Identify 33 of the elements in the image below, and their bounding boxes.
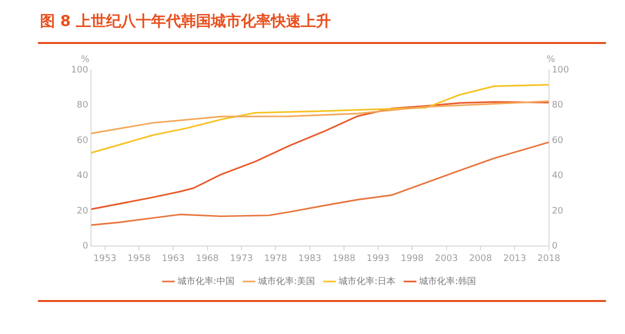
x-tick-label: 2008 — [469, 254, 492, 264]
legend-label: 城市化率:韩国 — [418, 276, 476, 287]
x-tick-label: 1983 — [298, 254, 322, 264]
x-tick-label: 2013 — [503, 254, 526, 264]
x-tick-label: 1993 — [366, 254, 390, 264]
x-tick-label: 1978 — [264, 254, 288, 264]
x-tick-label: 1953 — [93, 254, 116, 264]
y2-tick-label: 0 — [552, 242, 558, 252]
y-tick-label: 20 — [76, 206, 88, 216]
x-tick-label: 2018 — [537, 254, 561, 264]
y2-tick-label: 60 — [552, 136, 564, 146]
legend-label: 城市化率:日本 — [338, 276, 396, 287]
y-tick-label: 80 — [76, 100, 88, 111]
y-tick-label: 0 — [82, 242, 88, 252]
y-axis-title: % — [80, 54, 90, 65]
chart-title: 图 8 上世纪八十年代韩国城市化率快速上升 — [40, 12, 331, 31]
y2-tick-label: 100 — [552, 65, 570, 76]
x-tick-label: 1998 — [400, 254, 424, 264]
y2-axis-title: % — [546, 54, 556, 65]
x-tick-label: 2003 — [434, 254, 458, 264]
y-tick-label: 40 — [76, 171, 88, 182]
y2-tick-label: 80 — [552, 100, 564, 111]
x-tick-label: 1963 — [162, 254, 185, 264]
y2-tick-label: 40 — [552, 171, 564, 182]
x-tick-label: 1973 — [230, 254, 253, 264]
y2-tick-label: 20 — [552, 206, 564, 216]
y-tick-label: 100 — [70, 65, 88, 76]
x-tick-label: 1958 — [128, 254, 151, 264]
x-tick-label: 1988 — [332, 254, 356, 264]
y-tick-label: 60 — [76, 136, 88, 146]
legend-label: 城市化率:中国 — [176, 276, 234, 287]
x-tick-label: 1968 — [196, 254, 220, 264]
legend-label: 城市化率:美国 — [256, 276, 316, 287]
